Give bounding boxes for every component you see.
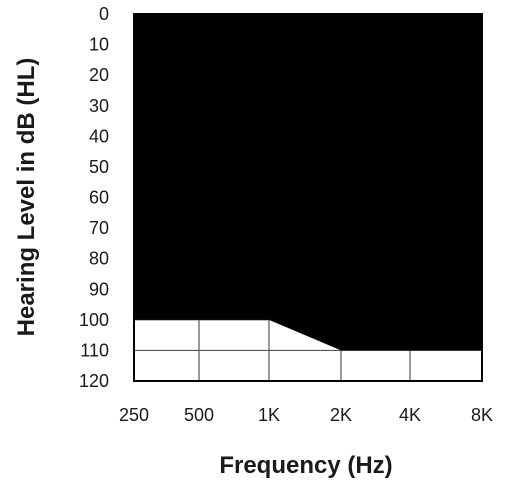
x-tick-label: 1K (258, 405, 280, 425)
y-tick-label: 0 (99, 4, 109, 24)
x-tick-label: 250 (119, 405, 149, 425)
hearing-band-3 (134, 14, 482, 351)
x-tick-label: 8K (471, 405, 493, 425)
x-axis-title: Frequency (Hz) (219, 452, 392, 479)
hearing-loss-bands (134, 14, 482, 351)
y-tick-label: 90 (89, 279, 109, 299)
y-axis-title: Hearing Level in dB (HL) (13, 58, 40, 337)
y-tick-label: 70 (89, 218, 109, 238)
y-tick-label: 80 (89, 249, 109, 269)
y-tick-label: 40 (89, 126, 109, 146)
y-tick-label: 110 (80, 340, 109, 360)
y-tick-label: 60 (89, 188, 109, 208)
x-tick-label: 2K (330, 405, 352, 425)
y-tick-label: 10 (89, 35, 109, 55)
x-tick-label: 4K (399, 405, 421, 425)
y-tick-label: 50 (89, 157, 109, 177)
y-tick-label: 20 (89, 65, 109, 85)
y-tick-labels: 0 10 20 30 40 50 60 70 80 90 100 110 120 (79, 4, 109, 391)
x-tick-label: 500 (184, 405, 214, 425)
plot-frame (133, 13, 483, 382)
x-tick-labels: 250 500 1K 2K 4K 8K (119, 405, 493, 425)
y-tick-label: 100 (79, 310, 109, 330)
y-tick-label: 30 (89, 96, 109, 116)
y-tick-label: 120 (79, 371, 109, 391)
